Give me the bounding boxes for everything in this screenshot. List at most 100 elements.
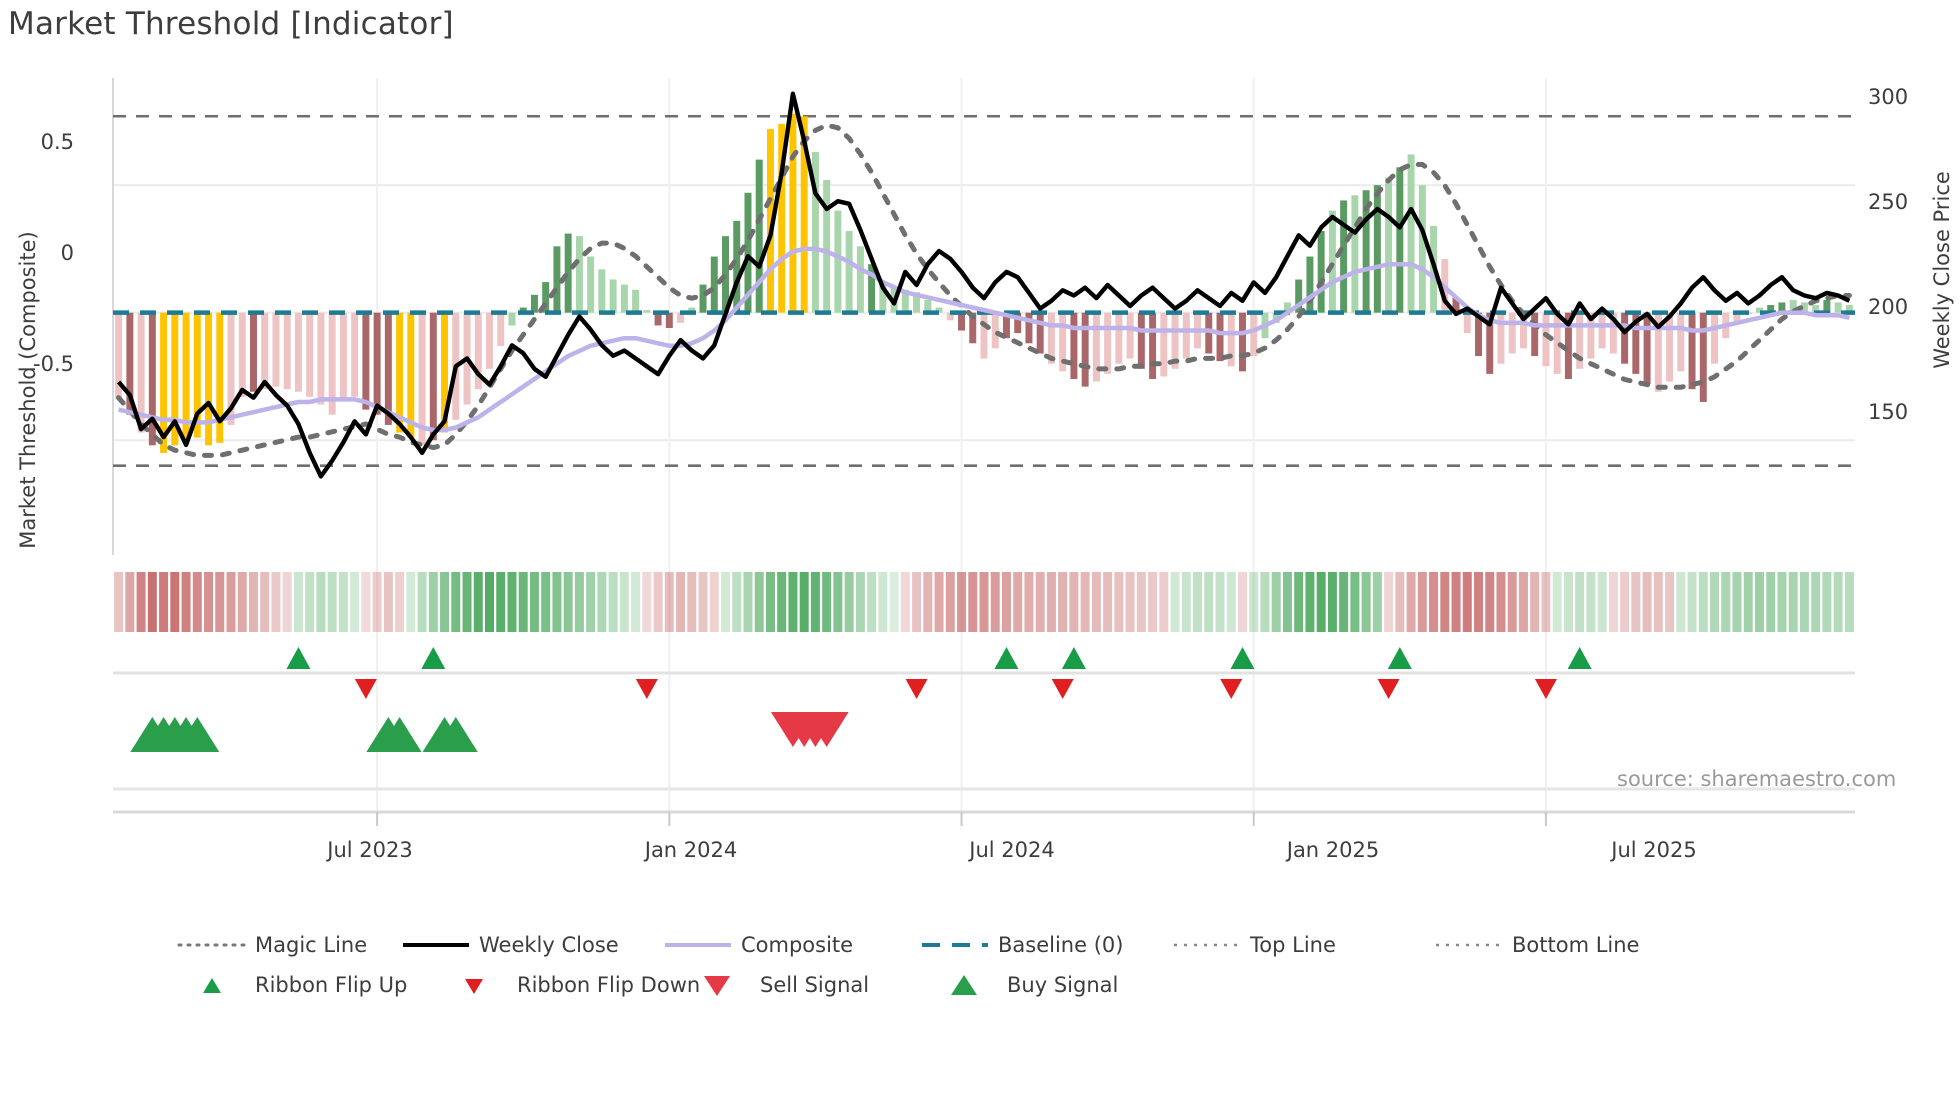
ribbon-cell bbox=[462, 572, 472, 632]
ribbon-flip-down-marker[interactable] bbox=[1534, 679, 1557, 699]
bar bbox=[643, 310, 651, 313]
legend-item-buy-signal[interactable]: Buy Signal bbox=[927, 965, 1118, 1005]
ribbon-cell bbox=[1384, 572, 1394, 632]
ribbon-cell bbox=[1429, 572, 1439, 632]
buy-signal-marker[interactable] bbox=[433, 717, 478, 752]
ribbon-cell bbox=[574, 572, 584, 632]
ribbon-cell bbox=[1710, 572, 1720, 632]
ribbon-flip-down-marker[interactable] bbox=[905, 679, 928, 699]
ribbon-cell bbox=[1474, 572, 1483, 632]
ribbon-flip-markers bbox=[286, 647, 1592, 699]
ribbon-cell bbox=[552, 572, 562, 632]
bar bbox=[115, 312, 123, 400]
ribbon-cell bbox=[170, 572, 180, 632]
ribbon-cell bbox=[855, 572, 865, 632]
ribbon-cell bbox=[293, 572, 303, 632]
ribbon-cell bbox=[226, 572, 236, 632]
ribbon-cell bbox=[1271, 572, 1281, 632]
bar bbox=[519, 307, 527, 313]
bar bbox=[564, 233, 572, 313]
bar bbox=[205, 312, 213, 446]
small-red-triangle-down-icon bbox=[437, 973, 511, 997]
bar bbox=[497, 312, 505, 346]
ribbon-flip-up-marker[interactable] bbox=[1387, 647, 1412, 669]
bar bbox=[1014, 312, 1022, 334]
ribbon-cell bbox=[215, 572, 225, 632]
bar bbox=[800, 116, 808, 313]
ribbon-cell bbox=[822, 572, 832, 632]
ribbon-cell bbox=[1721, 572, 1731, 632]
ribbon-cell bbox=[496, 572, 506, 632]
small-green-triangle-up-icon bbox=[175, 973, 249, 997]
ribbon-flip-up-marker[interactable] bbox=[421, 647, 446, 669]
legend-item-ribbon-flip-down[interactable]: Ribbon Flip Down bbox=[437, 965, 700, 1005]
ribbon-flip-down-marker[interactable] bbox=[1377, 679, 1400, 699]
ribbon-cell bbox=[1451, 572, 1461, 632]
bar bbox=[1587, 312, 1595, 359]
ribbon-flip-down-marker[interactable] bbox=[635, 679, 658, 699]
ribbon-cell bbox=[383, 572, 393, 632]
ribbon-flip-up-marker[interactable] bbox=[994, 647, 1019, 669]
bar bbox=[1385, 177, 1393, 313]
legend-item-weekly-close[interactable]: Weekly Close bbox=[399, 925, 661, 965]
bar bbox=[1036, 312, 1044, 354]
ribbon-cell bbox=[1395, 572, 1405, 632]
sell-signal-marker[interactable] bbox=[804, 712, 849, 747]
ribbon-cell bbox=[1518, 572, 1528, 632]
source-attribution: source: sharemaestro.com bbox=[1617, 767, 1897, 791]
legend-item-composite[interactable]: Composite bbox=[661, 925, 918, 965]
ribbon-cell bbox=[867, 572, 877, 632]
ribbon-cell bbox=[979, 572, 989, 632]
legend-item-magic-line[interactable]: Magic Line bbox=[175, 925, 399, 965]
legend-label: Composite bbox=[741, 933, 854, 957]
y-tick-left-2: -0.5 bbox=[33, 352, 74, 376]
ribbon-cell bbox=[1294, 572, 1304, 632]
legend-item-baseline[interactable]: Baseline (0) bbox=[918, 925, 1170, 965]
ribbon-cell bbox=[1608, 572, 1618, 632]
buy-signal-marker[interactable] bbox=[377, 717, 422, 752]
bar bbox=[1733, 312, 1741, 323]
bar bbox=[587, 256, 595, 313]
bar bbox=[1092, 312, 1100, 382]
ribbon-cell bbox=[440, 572, 450, 632]
ribbon-flip-down-marker[interactable] bbox=[1220, 679, 1243, 699]
ribbon-cell bbox=[1260, 572, 1270, 632]
ribbon-flip-up-marker[interactable] bbox=[1567, 647, 1592, 669]
bar bbox=[1115, 312, 1123, 364]
ribbon-flip-up-marker[interactable] bbox=[1061, 647, 1086, 669]
ribbon-flip-down-marker[interactable] bbox=[354, 679, 377, 699]
ribbon-cell bbox=[754, 572, 764, 632]
bar bbox=[1216, 312, 1224, 362]
legend-item-ribbon-flip-up[interactable]: Ribbon Flip Up bbox=[175, 965, 437, 1005]
ribbon-cell bbox=[1552, 572, 1562, 632]
buy-signal-marker[interactable] bbox=[175, 717, 220, 752]
bar bbox=[1621, 312, 1629, 364]
bar bbox=[441, 312, 449, 433]
bar bbox=[1205, 312, 1213, 354]
x-tick-2: Jul 2024 bbox=[969, 838, 1055, 862]
bar bbox=[238, 312, 246, 397]
ribbon-cell bbox=[1732, 572, 1742, 632]
legend-label: Top Line bbox=[1250, 933, 1336, 957]
ribbon-flip-up-marker[interactable] bbox=[286, 647, 311, 669]
ribbon-flip-up-marker[interactable] bbox=[1230, 647, 1255, 669]
legend-item-bottom-line[interactable]: Bottom Line bbox=[1432, 925, 1639, 965]
ribbon-cell bbox=[653, 572, 663, 632]
ribbon-flip-down-marker[interactable] bbox=[1051, 679, 1074, 699]
ribbon-cell bbox=[1249, 572, 1259, 632]
bar bbox=[1239, 312, 1246, 372]
ribbon-cell bbox=[968, 572, 978, 632]
legend-item-sell-signal[interactable]: Sell Signal bbox=[680, 965, 927, 1005]
ribbon-cell bbox=[1822, 572, 1832, 632]
ribbon-cell bbox=[1687, 572, 1697, 632]
bar bbox=[766, 129, 774, 313]
bar bbox=[1542, 312, 1550, 367]
ribbon-cell bbox=[1597, 572, 1607, 632]
bar bbox=[755, 159, 763, 313]
bar bbox=[935, 307, 943, 313]
y-tick-right-1: 250 bbox=[1868, 190, 1909, 214]
x-tick-3: Jan 2025 bbox=[1286, 838, 1380, 862]
legend-item-top-line[interactable]: Top Line bbox=[1170, 925, 1432, 965]
y-tick-left-1: 0 bbox=[60, 241, 74, 265]
ribbon-cell bbox=[1046, 572, 1056, 632]
